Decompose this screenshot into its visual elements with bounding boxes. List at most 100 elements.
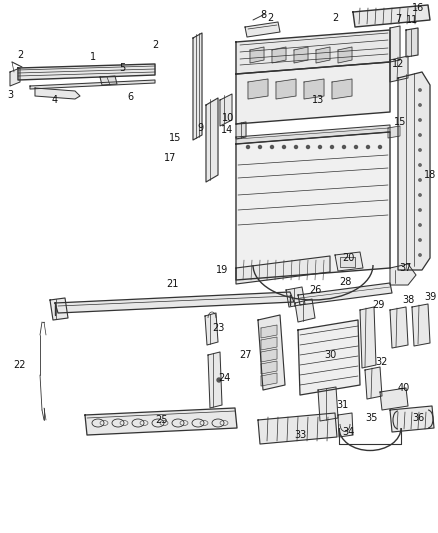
Polygon shape bbox=[295, 299, 315, 322]
Text: 2: 2 bbox=[267, 13, 273, 23]
Circle shape bbox=[419, 89, 421, 91]
Polygon shape bbox=[236, 30, 390, 74]
Circle shape bbox=[294, 146, 297, 149]
Circle shape bbox=[419, 179, 421, 181]
Text: 12: 12 bbox=[392, 59, 404, 69]
Text: 29: 29 bbox=[372, 300, 384, 310]
Polygon shape bbox=[390, 264, 416, 285]
Circle shape bbox=[271, 146, 273, 149]
Polygon shape bbox=[205, 313, 218, 345]
Polygon shape bbox=[248, 79, 268, 99]
Text: 36: 36 bbox=[412, 413, 424, 423]
Polygon shape bbox=[316, 47, 330, 63]
Text: 2: 2 bbox=[332, 13, 338, 23]
Polygon shape bbox=[85, 408, 237, 435]
Polygon shape bbox=[258, 315, 285, 390]
Polygon shape bbox=[272, 47, 286, 63]
Text: 3: 3 bbox=[7, 90, 13, 100]
Circle shape bbox=[217, 378, 221, 382]
Text: 33: 33 bbox=[294, 430, 306, 440]
Polygon shape bbox=[388, 126, 400, 138]
Text: 1: 1 bbox=[90, 52, 96, 62]
Circle shape bbox=[258, 146, 261, 149]
Text: 25: 25 bbox=[156, 415, 168, 425]
Polygon shape bbox=[236, 125, 390, 144]
Circle shape bbox=[419, 164, 421, 166]
Circle shape bbox=[247, 146, 250, 149]
Text: 23: 23 bbox=[212, 323, 224, 333]
Polygon shape bbox=[55, 292, 294, 313]
Polygon shape bbox=[380, 388, 408, 410]
Bar bbox=[340, 257, 355, 267]
Circle shape bbox=[419, 209, 421, 211]
Text: 26: 26 bbox=[309, 285, 321, 295]
Text: 2: 2 bbox=[17, 50, 23, 60]
Polygon shape bbox=[35, 88, 80, 99]
Text: 37: 37 bbox=[399, 263, 411, 273]
Text: 13: 13 bbox=[312, 95, 324, 105]
Text: 32: 32 bbox=[376, 357, 388, 367]
Polygon shape bbox=[332, 79, 352, 99]
Polygon shape bbox=[353, 5, 430, 27]
Polygon shape bbox=[236, 256, 330, 284]
Polygon shape bbox=[365, 367, 382, 399]
Polygon shape bbox=[261, 325, 277, 338]
Text: 9: 9 bbox=[197, 123, 203, 133]
Polygon shape bbox=[298, 283, 392, 305]
Circle shape bbox=[419, 134, 421, 136]
Text: 30: 30 bbox=[324, 350, 336, 360]
Text: 28: 28 bbox=[339, 277, 351, 287]
Text: 15: 15 bbox=[169, 133, 181, 143]
Polygon shape bbox=[208, 352, 222, 408]
Polygon shape bbox=[18, 64, 155, 80]
Text: 11: 11 bbox=[406, 15, 418, 25]
Polygon shape bbox=[10, 68, 20, 86]
Polygon shape bbox=[390, 56, 408, 82]
Polygon shape bbox=[338, 413, 353, 437]
Polygon shape bbox=[398, 72, 430, 270]
Text: 19: 19 bbox=[216, 265, 228, 275]
Polygon shape bbox=[245, 22, 280, 37]
Polygon shape bbox=[236, 122, 246, 139]
Circle shape bbox=[419, 119, 421, 121]
Text: 4: 4 bbox=[52, 95, 58, 105]
Text: 20: 20 bbox=[342, 253, 354, 263]
Circle shape bbox=[378, 146, 381, 149]
Polygon shape bbox=[261, 349, 277, 362]
Polygon shape bbox=[236, 62, 390, 124]
Circle shape bbox=[283, 146, 286, 149]
Circle shape bbox=[354, 146, 357, 149]
Text: 2: 2 bbox=[152, 40, 158, 50]
Polygon shape bbox=[286, 287, 305, 307]
Text: 39: 39 bbox=[424, 292, 436, 302]
Polygon shape bbox=[338, 47, 352, 63]
Polygon shape bbox=[30, 80, 155, 89]
Text: 34: 34 bbox=[342, 427, 354, 437]
Polygon shape bbox=[298, 320, 360, 395]
Polygon shape bbox=[100, 76, 117, 85]
Text: 5: 5 bbox=[119, 63, 125, 73]
Text: 16: 16 bbox=[412, 3, 424, 13]
Circle shape bbox=[419, 239, 421, 241]
Polygon shape bbox=[335, 252, 363, 271]
Polygon shape bbox=[390, 26, 400, 62]
Polygon shape bbox=[360, 307, 376, 368]
Circle shape bbox=[331, 146, 333, 149]
Polygon shape bbox=[261, 337, 277, 350]
Polygon shape bbox=[294, 47, 308, 63]
Text: 21: 21 bbox=[166, 279, 178, 289]
Polygon shape bbox=[390, 307, 408, 348]
Text: 7: 7 bbox=[395, 14, 401, 24]
Circle shape bbox=[419, 149, 421, 151]
Circle shape bbox=[343, 146, 346, 149]
Polygon shape bbox=[261, 361, 277, 374]
Text: 14: 14 bbox=[221, 125, 233, 135]
Polygon shape bbox=[412, 304, 430, 346]
Circle shape bbox=[367, 146, 370, 149]
Text: 31: 31 bbox=[336, 400, 348, 410]
Text: 38: 38 bbox=[402, 295, 414, 305]
Circle shape bbox=[307, 146, 310, 149]
Circle shape bbox=[419, 104, 421, 106]
Circle shape bbox=[419, 254, 421, 256]
Polygon shape bbox=[220, 94, 232, 126]
